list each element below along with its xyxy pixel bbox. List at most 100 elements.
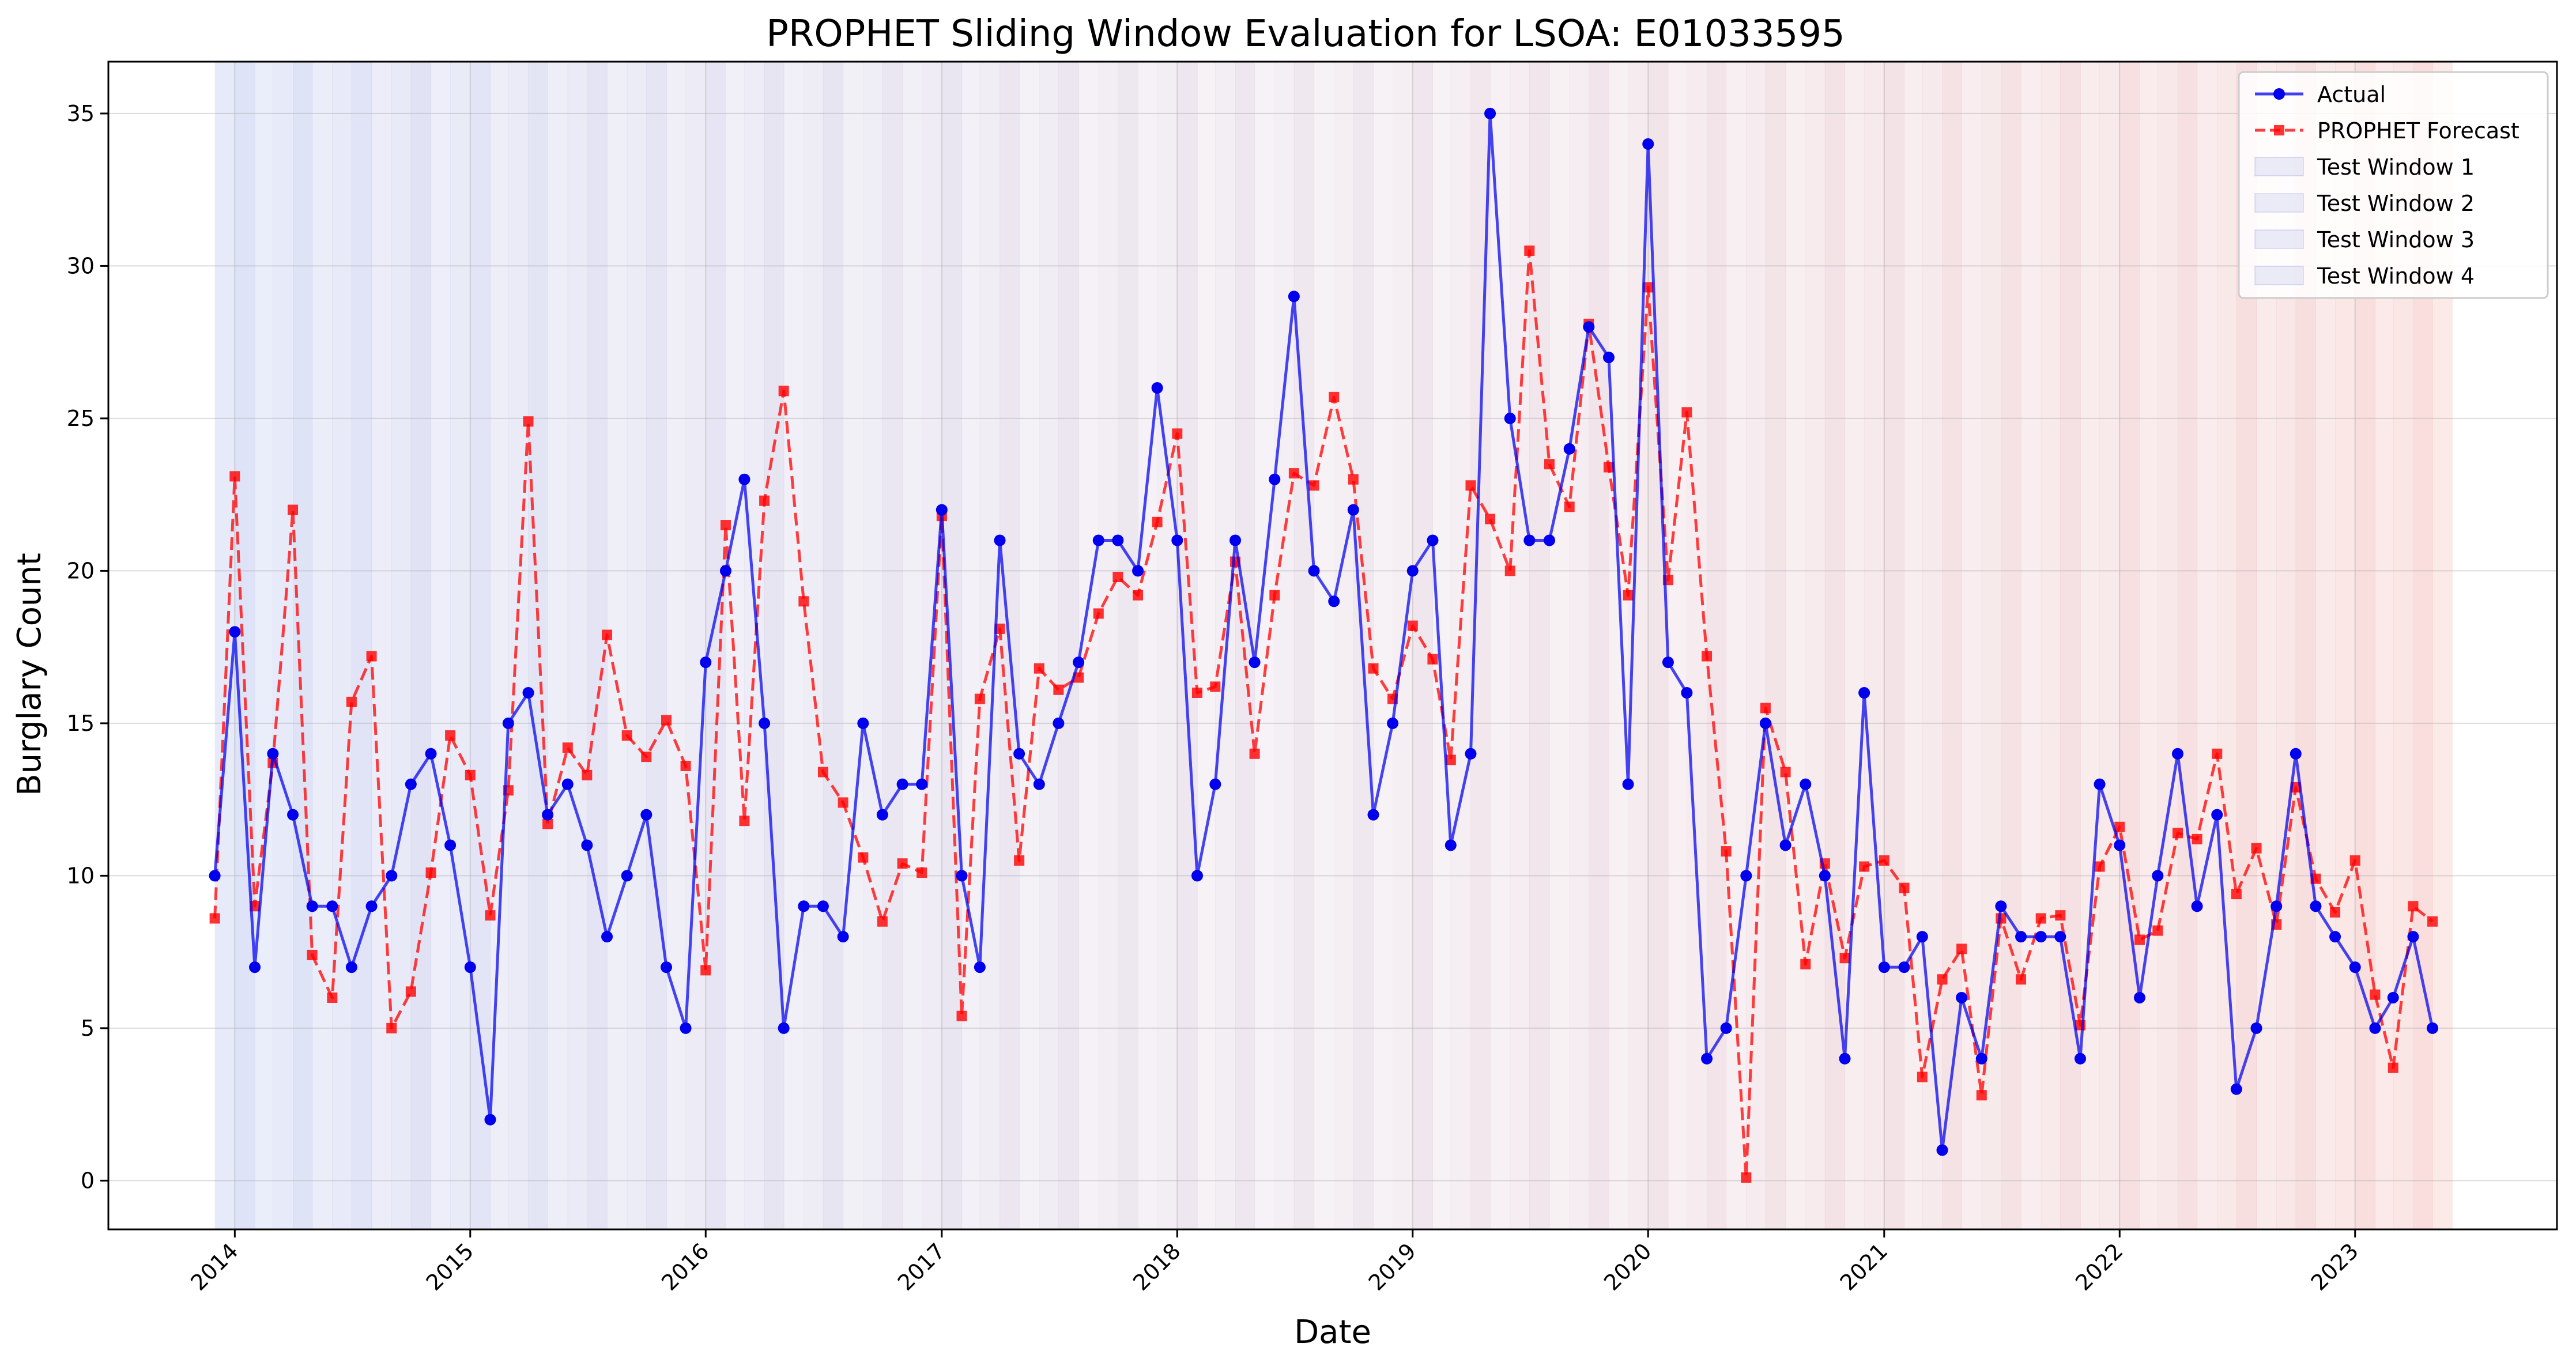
forecast-point (288, 504, 299, 515)
forecast-point (1053, 684, 1064, 695)
actual-point (2015, 931, 2027, 943)
actual-point (1013, 748, 1025, 760)
actual-point (1427, 534, 1439, 546)
legend-marker-actual (2273, 88, 2285, 100)
test-window-band (1098, 62, 1118, 1229)
y-tick-label: 35 (67, 101, 95, 126)
actual-point (287, 809, 299, 821)
actual-point (1740, 870, 1752, 882)
forecast-point (739, 816, 750, 827)
actual-point (1367, 809, 1379, 821)
test-window-band (1019, 62, 1040, 1229)
x-axis-label: Date (1294, 1314, 1371, 1351)
actual-point (345, 961, 357, 973)
forecast-point (1034, 663, 1044, 674)
forecast-point (897, 858, 908, 869)
forecast-point (1407, 620, 1418, 631)
test-window-band (2021, 62, 2042, 1229)
actual-point (249, 961, 261, 973)
test-window-band (1177, 62, 1198, 1229)
legend-swatch-test-window (2254, 229, 2304, 249)
actual-point (1839, 1052, 1851, 1065)
test-window-band (1785, 62, 1806, 1229)
actual-point (1112, 534, 1124, 546)
test-window-band (1254, 62, 1275, 1229)
actual-point (2329, 931, 2341, 943)
forecast-point (562, 742, 573, 753)
actual-point (2349, 961, 2361, 973)
actual-point (581, 839, 593, 851)
actual-point (2171, 748, 2183, 760)
actual-point (229, 626, 241, 638)
test-window-band (508, 62, 529, 1229)
forecast-point (542, 818, 553, 829)
y-tick-label: 25 (67, 406, 95, 431)
actual-point (2152, 870, 2164, 882)
test-window-band (1138, 62, 1158, 1229)
forecast-point (1859, 861, 1870, 872)
actual-point (1583, 321, 1595, 333)
actual-point (1033, 778, 1045, 790)
actual-point (778, 1022, 790, 1034)
forecast-point (1917, 1071, 1928, 1082)
test-window-band (587, 62, 608, 1229)
actual-point (837, 931, 849, 943)
forecast-point (307, 949, 318, 960)
actual-point (660, 961, 672, 973)
test-window-band (863, 62, 883, 1229)
test-window-band (2041, 62, 2061, 1229)
actual-point (2191, 900, 2203, 912)
forecast-point (405, 986, 416, 997)
test-window-band (1569, 62, 1589, 1229)
test-window-band (1058, 62, 1079, 1229)
test-window-band (1668, 62, 1687, 1229)
legend-label: Test Window 4 (2317, 263, 2475, 289)
actual-point (2094, 778, 2106, 790)
test-window-band (332, 62, 352, 1229)
test-window-band (2177, 62, 2198, 1229)
test-window-bands (214, 62, 2453, 1229)
test-window-band (1314, 62, 1334, 1229)
forecast-point (2370, 989, 2381, 1000)
forecast-point (346, 696, 357, 707)
test-window-band (961, 62, 980, 1229)
actual-point (2387, 991, 2399, 1003)
test-window-band (1373, 62, 1393, 1229)
forecast-point (1643, 282, 1654, 293)
forecast-point (1780, 767, 1791, 778)
y-tick-label: 20 (67, 558, 95, 583)
forecast-point (1191, 687, 1202, 698)
actual-point (640, 809, 653, 821)
legend-label: Test Window 2 (2317, 191, 2475, 216)
forecast-point (2408, 901, 2419, 912)
forecast-point (1485, 514, 1496, 524)
actual-point (1622, 778, 1634, 790)
test-window-band (843, 62, 863, 1229)
actual-point (1249, 656, 1261, 669)
actual-point (1151, 382, 1163, 394)
forecast-point (680, 760, 691, 771)
forecast-point (1760, 703, 1771, 714)
test-window-band (1687, 62, 1707, 1229)
forecast-point (485, 910, 496, 921)
test-window-band (1118, 62, 1138, 1229)
test-window-band (1039, 62, 1059, 1229)
test-window-band (783, 62, 804, 1229)
test-window-band (1884, 62, 1904, 1229)
test-window-band (1334, 62, 1354, 1229)
test-window-band (764, 62, 785, 1229)
actual-point (738, 473, 750, 485)
forecast-point (425, 867, 436, 878)
actual-point (386, 870, 398, 882)
forecast-point (974, 693, 985, 704)
forecast-point (1093, 608, 1104, 619)
actual-point (2427, 1022, 2439, 1034)
y-tick-label: 30 (67, 253, 95, 278)
forecast-point (366, 651, 377, 662)
forecast-point (1721, 846, 1732, 857)
actual-point (798, 900, 810, 912)
actual-point (1720, 1022, 1732, 1034)
forecast-point (1524, 245, 1535, 256)
forecast-point (661, 715, 672, 726)
test-window-band (312, 62, 333, 1229)
